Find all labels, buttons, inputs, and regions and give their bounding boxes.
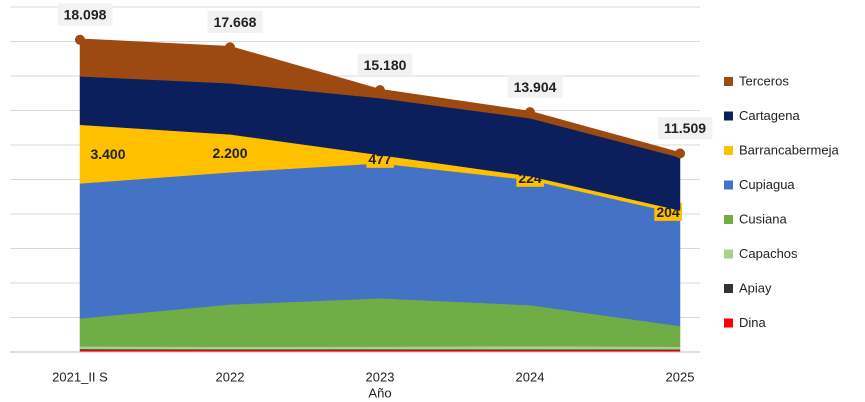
label-box <box>507 75 563 98</box>
legend-label: Terceros <box>739 73 789 88</box>
legend-label: Cartagena <box>739 108 800 123</box>
legend-label: Cusiana <box>739 211 787 226</box>
total-label: 11.509 <box>664 120 706 136</box>
label-box <box>357 53 413 76</box>
total-marker <box>225 42 235 53</box>
legend-swatch <box>724 146 733 155</box>
data-label: 3.400 <box>90 146 125 162</box>
data-label: 2.200 <box>212 145 247 161</box>
total-label: 15.180 <box>364 57 407 73</box>
legend-label: Capachos <box>739 246 798 261</box>
x-axis-label: Año <box>368 385 391 400</box>
x-tick-label: 2021_II S <box>52 369 108 384</box>
total-label: 18.098 <box>64 7 107 23</box>
legend-swatch <box>724 180 733 190</box>
x-tick-label: 2022 <box>216 369 245 384</box>
x-tick-label: 2023 <box>366 369 395 384</box>
legend-label: Dina <box>739 315 767 330</box>
legend-swatch <box>724 77 733 86</box>
legend-swatch <box>724 318 733 328</box>
x-tick-label: 2025 <box>666 369 695 384</box>
total-label: 13.904 <box>514 79 557 95</box>
total-marker <box>675 148 685 159</box>
legend-swatch <box>724 284 733 293</box>
label-box <box>57 3 113 26</box>
legend-swatch <box>724 111 733 121</box>
total-marker <box>375 85 385 96</box>
total-marker <box>75 34 85 45</box>
label-box <box>657 117 713 140</box>
legend-swatch <box>724 249 733 259</box>
legend-label: Barrancabermeja <box>739 142 839 157</box>
total-marker <box>525 107 535 118</box>
x-tick-label: 2024 <box>516 369 545 384</box>
legend-swatch <box>724 215 733 224</box>
legend-label: Apiay <box>739 280 772 295</box>
total-label: 17.668 <box>214 14 257 30</box>
label-box <box>207 10 263 33</box>
legend-label: Cupiagua <box>739 177 795 192</box>
